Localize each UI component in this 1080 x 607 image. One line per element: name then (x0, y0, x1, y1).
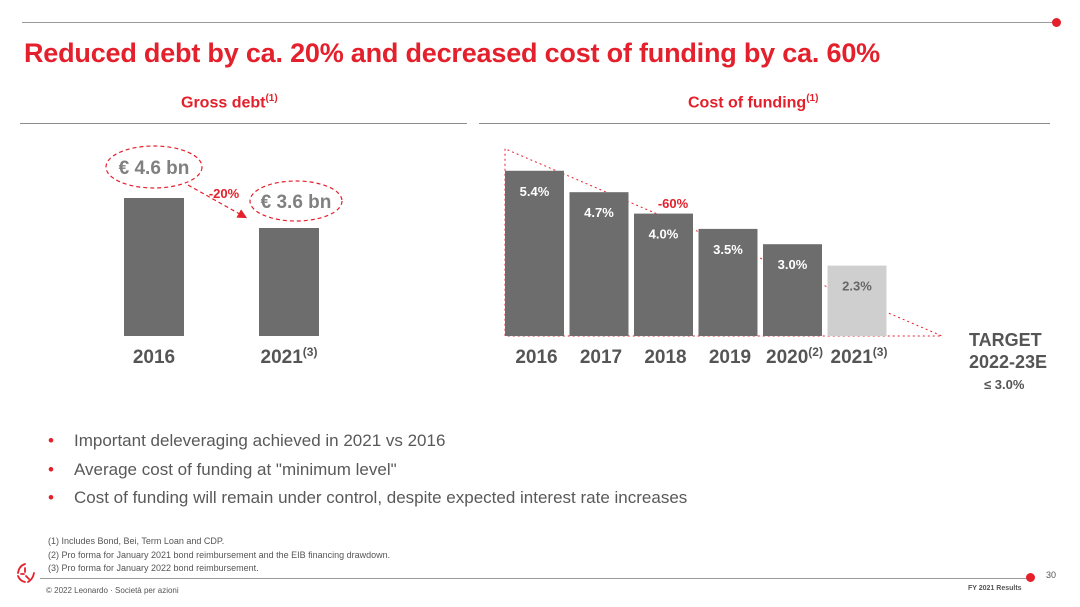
cost-of-funding-bar-2017 (569, 192, 629, 336)
target-line-1: TARGET (969, 330, 1042, 350)
cost-of-funding-x-label-2018-year: 2018 (644, 347, 686, 368)
bullet-dot: • (48, 431, 54, 450)
cost-of-funding-x-label-2021-footnote: (3) (873, 345, 888, 359)
key-points-list: • Important deleveraging achieved in 2021… (48, 430, 687, 516)
cost-of-funding-x-label-2019: 2019 (709, 347, 751, 368)
key-point: • Cost of funding will remain under contr… (48, 487, 687, 516)
cost-of-funding-heading-footnote: (1) (806, 93, 819, 104)
cost-of-funding-value-label-2021: 2.3% (842, 279, 872, 294)
gross-debt-heading-text: Gross debt (181, 94, 266, 112)
gross-debt-chart: € 4.6 bn € 3.6 bn -20% 2016 2021(3) (105, 145, 343, 368)
cost-of-funding-x-label-2021-year: 2021 (831, 347, 874, 368)
debt-x-label-2016-year: 2016 (133, 347, 175, 368)
debt-x-label-2016: 2016 (133, 347, 175, 368)
footnote: (2) Pro forma for January 2021 bond reim… (48, 549, 391, 560)
gross-debt-divider (20, 123, 467, 124)
slide-title: Reduced debt by ca. 20% and decreased co… (24, 38, 880, 68)
cost-of-funding-x-label-2020: 2020(2) (766, 345, 823, 368)
cost-of-funding-x-label-2021: 2021(3) (831, 345, 888, 368)
top-divider (22, 22, 1056, 23)
cost-of-funding-heading-text: Cost of funding (688, 94, 807, 112)
key-point-text: Average cost of funding at "minimum leve… (74, 459, 397, 479)
cost-of-funding-change-label: -60% (658, 196, 689, 211)
debt-2016-callout: € 4.6 bn (119, 158, 190, 179)
key-point-text: Cost of funding will remain under contro… (74, 488, 688, 507)
gross-debt-heading: Gross debt(1) (181, 93, 278, 112)
bullet-dot: • (48, 488, 54, 507)
cost-of-funding-bar-2018 (634, 213, 693, 336)
cost-of-funding-x-label-2017: 2017 (580, 347, 622, 368)
cost-of-funding-x-label-2020-footnote: (2) (808, 345, 823, 359)
cost-of-funding-bar-2020 (763, 244, 822, 336)
cost-of-funding-value-label-2016: 5.4% (520, 184, 550, 199)
cost-of-funding-bar-2019 (698, 228, 758, 336)
target-line-2: 2022-23E (969, 352, 1048, 372)
debt-bar-2016 (124, 198, 184, 336)
target-value: ≤ 3.0% (984, 377, 1025, 392)
bottom-accent-dot (1026, 573, 1035, 582)
debt-x-label-2021-year: 2021 (261, 347, 304, 368)
cost-of-funding-chart: -60% 5.4% 4.7% 4.0% 3.5% 3.0% 2.3% 2016 2017 20… (504, 148, 943, 368)
footnotes: (1) Includes Bond, Bei, Term Loan and CD… (48, 535, 390, 576)
key-point: • Average cost of funding at "minimum lev… (48, 459, 687, 488)
footnote: (1) Includes Bond, Bei, Term Loan and CD… (48, 536, 225, 546)
bottom-divider (40, 578, 1030, 579)
key-point: • Important deleveraging achieved in 2021… (48, 430, 687, 459)
debt-x-label-2021-footnote: (3) (303, 345, 318, 359)
debt-bar-2021 (259, 228, 319, 336)
cost-of-funding-x-label-2016: 2016 (515, 347, 557, 368)
key-point-text: Important deleveraging achieved in 2021 … (74, 431, 446, 450)
cost-of-funding-value-label-2017: 4.7% (584, 205, 614, 220)
cost-of-funding-x-label-2018: 2018 (644, 347, 686, 368)
cost-of-funding-x-label-2019-year: 2019 (709, 347, 751, 368)
page-number: 30 (1046, 570, 1057, 580)
leonardo-logo (17, 563, 35, 583)
gross-debt-heading-footnote: (1) (265, 93, 278, 104)
cost-of-funding-bar-2021 (827, 265, 887, 336)
cost-of-funding-value-label-2020: 3.0% (778, 257, 808, 272)
debt-reduction-arrow (187, 184, 248, 219)
debt-x-label-2021: 2021(3) (261, 345, 318, 368)
debt-change-label: -20% (209, 186, 240, 201)
cost-of-funding-value-label-2018: 4.0% (649, 227, 679, 242)
debt-2021-callout-ring (249, 180, 343, 222)
cost-of-funding-heading: Cost of funding(1) (688, 93, 818, 112)
results-label: FY 2021 Results (968, 585, 1022, 592)
debt-2021-callout: € 3.6 bn (261, 192, 332, 213)
target-label: TARGET 2022-23E (969, 329, 1047, 373)
cost-of-funding-value-label-2019: 3.5% (713, 242, 743, 257)
cost-of-funding-x-label-2017-year: 2017 (580, 347, 622, 368)
cost-of-funding-divider (479, 123, 1050, 124)
copyright: © 2022 Leonardo · Società per azioni (46, 586, 179, 595)
cost-of-funding-x-label-2020-year: 2020 (766, 347, 808, 368)
cost-of-funding-x-label-2016-year: 2016 (515, 347, 557, 368)
bullet-dot: • (48, 459, 54, 479)
debt-2016-callout-ring (105, 145, 203, 189)
cost-of-funding-bar-2016 (505, 170, 564, 336)
footnote: (3) Pro forma for January 2022 bond reim… (48, 563, 259, 573)
top-accent-dot (1052, 18, 1061, 27)
